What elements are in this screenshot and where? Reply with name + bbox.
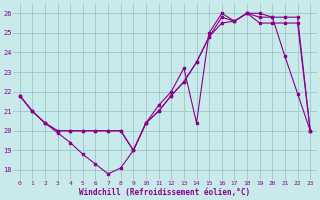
X-axis label: Windchill (Refroidissement éolien,°C): Windchill (Refroidissement éolien,°C) (79, 188, 251, 197)
